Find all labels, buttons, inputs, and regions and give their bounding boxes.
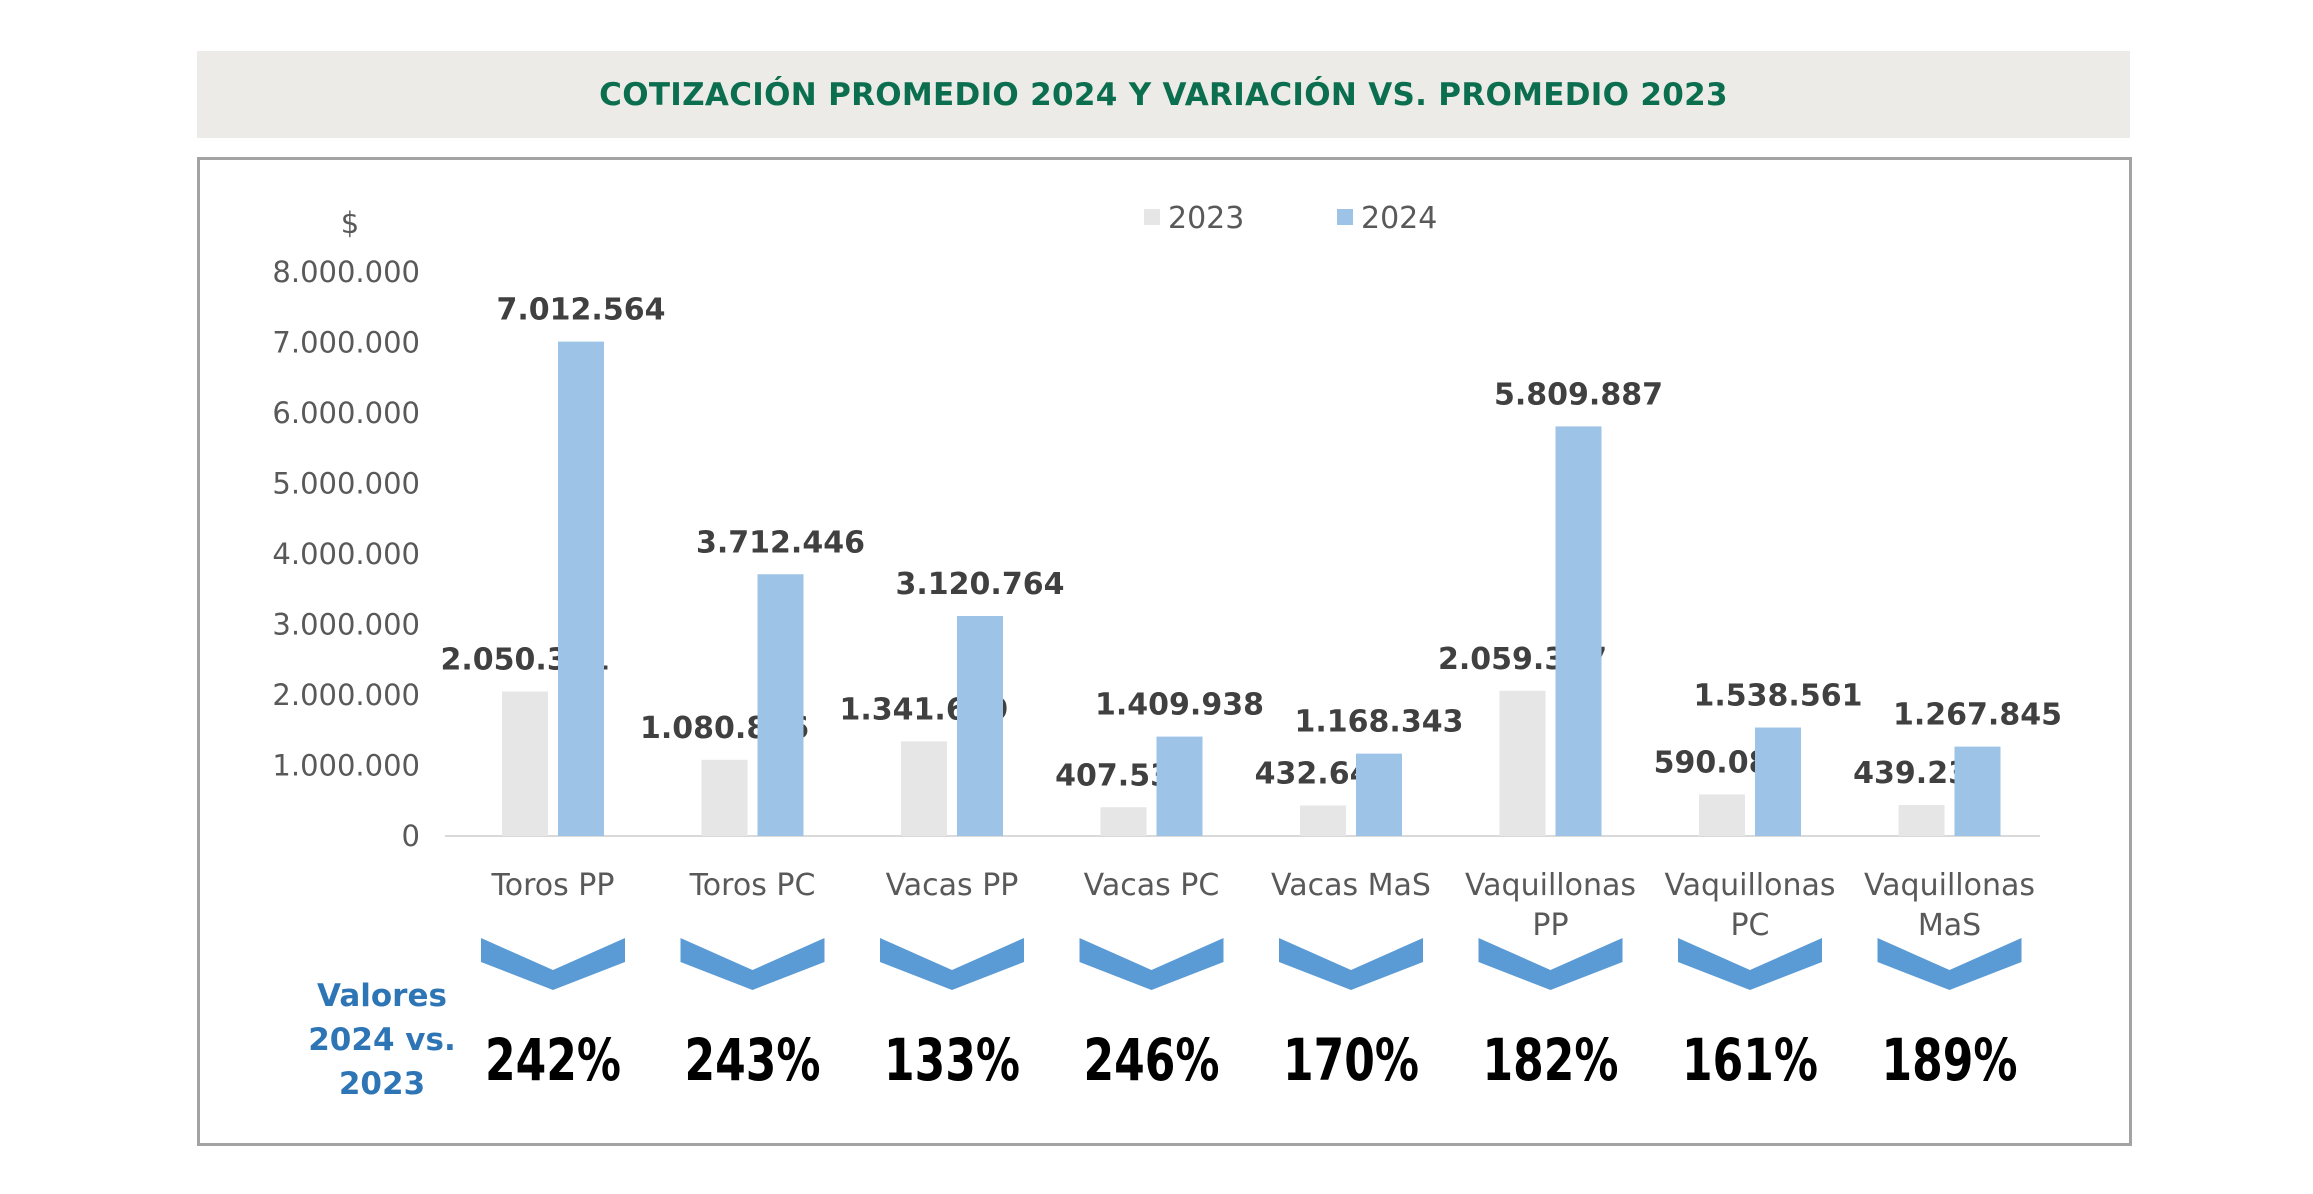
legend-label-2023: 2023 (1168, 201, 1244, 236)
legend-swatch-2023 (1144, 209, 1160, 225)
bar-2024-3 (1156, 736, 1203, 836)
chart-title: COTIZACIÓN PROMEDIO 2024 Y VARIACIÓN VS.… (599, 76, 1728, 113)
y-tick-label: 0 (402, 819, 420, 853)
y-tick-label: 5.000.000 (272, 467, 420, 501)
bar-chart: $0 1.000.000 2.000.000 3.000.000 4.000.000 5.… (272, 201, 2062, 1102)
x-tick-label: Vaquillonas (1864, 868, 2035, 903)
x-tick-label: PC (1730, 908, 1769, 943)
data-label-2024-2: 3.120.764 (896, 567, 1065, 602)
x-tick-label: Toros PP (491, 868, 615, 903)
bar-2023-6 (1699, 794, 1745, 836)
data-label-2024-6: 1.538.561 (1694, 679, 1863, 714)
variation-percent: 161% (1682, 1026, 1818, 1094)
variation-percent: 189% (1882, 1026, 2018, 1094)
y-tick-label: 6.000.000 (272, 396, 420, 430)
bar-2023-1 (701, 759, 748, 836)
bar-2024-2 (957, 615, 1003, 836)
variation-percent: 133% (884, 1026, 1020, 1094)
variation-percent: 243% (685, 1026, 821, 1094)
y-tick-label: 7.000.000 (272, 326, 420, 360)
data-label-2024-7: 1.267.845 (1893, 698, 2062, 733)
x-tick-label: Toros PC (689, 868, 816, 903)
bar-2023-0 (502, 691, 548, 836)
y-tick-label: 1.000.000 (272, 749, 420, 783)
down-chevron-icon (1678, 938, 1822, 990)
x-tick-label: Vacas PP (886, 868, 1019, 903)
down-chevron-icon (680, 938, 825, 990)
bar-2024-0 (558, 341, 604, 836)
down-chevron-icon (1279, 938, 1423, 990)
bar-2024-1 (757, 574, 804, 836)
variation-percent: 182% (1483, 1026, 1619, 1094)
y-tick-label: 3.000.000 (272, 608, 420, 642)
down-chevron-icon (1079, 938, 1224, 990)
down-chevron-icon (880, 938, 1024, 990)
x-tick-label: Vaquillonas (1664, 868, 1835, 903)
data-label-2024-5: 5.809.887 (1494, 377, 1663, 412)
bar-2024-5 (1555, 426, 1602, 836)
x-tick-label: Vacas PC (1084, 868, 1220, 903)
variation-percent: 170% (1283, 1026, 1419, 1094)
legend-label-2024: 2024 (1361, 201, 1437, 236)
x-tick-label: Vaquillonas (1465, 868, 1636, 903)
down-chevron-icon (481, 938, 625, 990)
bar-2024-4 (1356, 753, 1402, 836)
x-tick-label: PP (1532, 908, 1568, 943)
x-tick-label: Vacas MaS (1271, 868, 1431, 903)
y-tick-label: 4.000.000 (272, 537, 420, 571)
data-label-2024-0: 7.012.564 (497, 293, 666, 328)
bar-2023-4 (1300, 805, 1346, 836)
variation-percent: 246% (1084, 1026, 1220, 1094)
variation-percent: 242% (485, 1026, 621, 1094)
bar-2024-6 (1755, 727, 1801, 836)
chart-frame: $0 1.000.000 2.000.000 3.000.000 4.000.000 5.… (197, 157, 2132, 1146)
variation-row-label: 2023 (339, 1066, 425, 1102)
bar-2023-2 (901, 741, 947, 836)
bar-2023-3 (1100, 807, 1147, 836)
variation-row-label: Valores (317, 978, 447, 1014)
down-chevron-icon (1478, 938, 1623, 990)
bar-2023-5 (1499, 690, 1546, 836)
data-label-2024-3: 1.409.938 (1095, 688, 1264, 723)
legend-swatch-2024 (1337, 209, 1353, 225)
data-label-2024-4: 1.168.343 (1295, 705, 1464, 740)
chart-title-bar: COTIZACIÓN PROMEDIO 2024 Y VARIACIÓN VS.… (197, 51, 2130, 138)
data-label-2024-1: 3.712.446 (696, 525, 865, 560)
y-axis-unit-label: $ (341, 206, 359, 240)
variation-row-label: 2024 vs. (308, 1022, 456, 1058)
x-tick-label: MaS (1918, 908, 1981, 943)
y-tick-label: 2.000.000 (272, 678, 420, 712)
y-tick-label: 8.000.000 (272, 255, 420, 289)
bar-2023-7 (1898, 805, 1945, 836)
bar-2024-7 (1954, 746, 2001, 836)
down-chevron-icon (1877, 938, 2022, 990)
